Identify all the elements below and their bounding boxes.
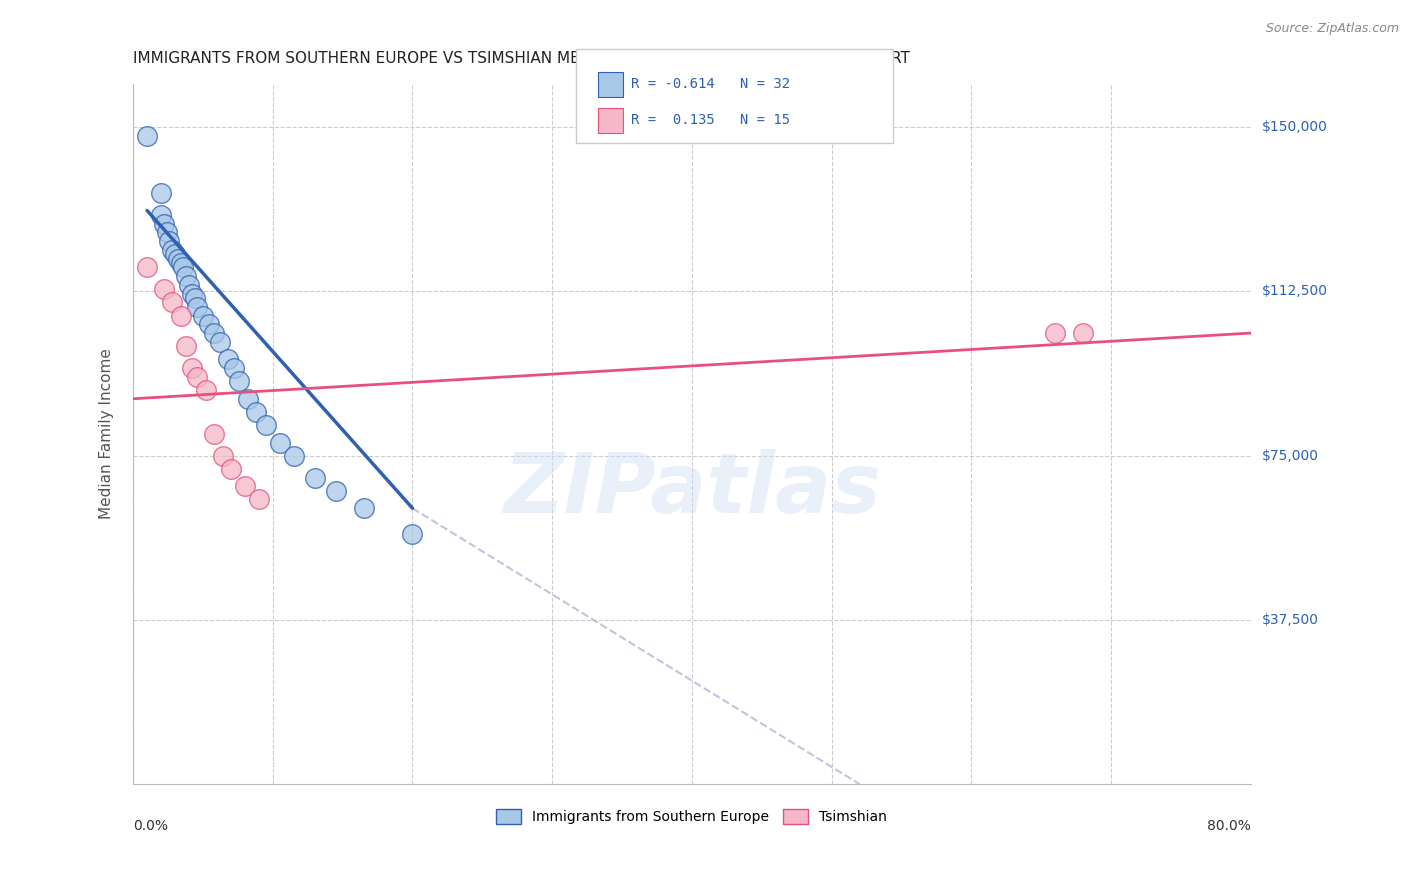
- Point: [202, 426, 225, 441]
- Point: [153, 282, 176, 296]
- Point: [174, 339, 197, 353]
- Point: [219, 462, 242, 476]
- Point: [156, 226, 179, 240]
- Text: $37,500: $37,500: [1261, 613, 1319, 627]
- Point: [174, 269, 197, 284]
- Point: [245, 405, 267, 419]
- Point: [269, 435, 291, 450]
- Point: [180, 286, 202, 301]
- Text: $150,000: $150,000: [1261, 120, 1327, 135]
- Point: [150, 186, 173, 200]
- Y-axis label: Median Family Income: Median Family Income: [100, 349, 114, 519]
- Text: Source: ZipAtlas.com: Source: ZipAtlas.com: [1265, 22, 1399, 36]
- Point: [283, 449, 305, 463]
- Point: [401, 527, 423, 541]
- Point: [166, 252, 188, 266]
- Text: $112,500: $112,500: [1261, 285, 1327, 299]
- Point: [236, 392, 259, 406]
- Point: [194, 383, 217, 397]
- Point: [169, 309, 191, 323]
- Point: [191, 309, 214, 323]
- Point: [197, 318, 219, 332]
- Point: [186, 300, 208, 314]
- Legend: Immigrants from Southern Europe, Tsimshian: Immigrants from Southern Europe, Tsimshi…: [491, 804, 893, 830]
- Text: ZIPatlas: ZIPatlas: [503, 450, 880, 531]
- Point: [254, 417, 277, 432]
- Point: [180, 361, 202, 376]
- Point: [211, 449, 233, 463]
- Point: [353, 501, 375, 516]
- Point: [186, 369, 208, 384]
- Point: [202, 326, 225, 340]
- Point: [163, 247, 186, 261]
- Point: [160, 243, 183, 257]
- Point: [136, 129, 159, 144]
- Point: [217, 352, 239, 367]
- Point: [233, 479, 256, 493]
- Point: [183, 291, 205, 305]
- Point: [136, 260, 159, 275]
- Point: [222, 361, 245, 376]
- Point: [172, 260, 194, 275]
- Point: [159, 234, 181, 248]
- Text: 80.0%: 80.0%: [1206, 819, 1250, 833]
- Text: R = -0.614   N = 32: R = -0.614 N = 32: [631, 77, 790, 91]
- Point: [247, 492, 270, 507]
- Point: [304, 470, 326, 484]
- Point: [150, 208, 173, 222]
- Point: [208, 334, 231, 349]
- Text: IMMIGRANTS FROM SOUTHERN EUROPE VS TSIMSHIAN MEDIAN FAMILY INCOME CORRELATION CH: IMMIGRANTS FROM SOUTHERN EUROPE VS TSIMS…: [134, 51, 910, 66]
- Text: R =  0.135   N = 15: R = 0.135 N = 15: [631, 112, 790, 127]
- Point: [169, 256, 191, 270]
- Point: [160, 295, 183, 310]
- Text: $75,000: $75,000: [1261, 449, 1319, 463]
- Text: 0.0%: 0.0%: [134, 819, 169, 833]
- Point: [1043, 326, 1066, 340]
- Point: [177, 277, 200, 292]
- Point: [1071, 326, 1094, 340]
- Point: [325, 483, 347, 498]
- Point: [153, 217, 176, 231]
- Point: [228, 374, 250, 388]
